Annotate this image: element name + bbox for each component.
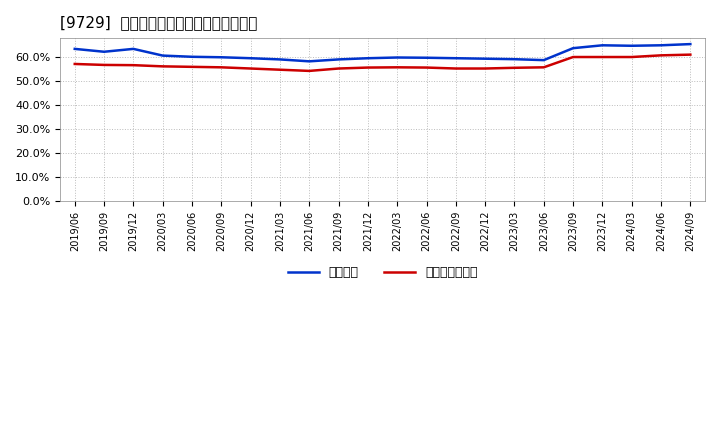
固定長期適合率 bbox=[158, 64, 167, 69]
固定長期適合率 bbox=[305, 68, 314, 73]
固定長期適合率 bbox=[129, 62, 138, 68]
固定比率 bbox=[246, 55, 255, 61]
固定比率 bbox=[539, 58, 548, 63]
固定長期適合率 bbox=[364, 65, 372, 70]
Line: 固定長期適合率: 固定長期適合率 bbox=[75, 55, 690, 71]
固定長期適合率 bbox=[71, 61, 79, 66]
固定比率 bbox=[422, 55, 431, 60]
固定長期適合率 bbox=[481, 66, 490, 71]
固定比率 bbox=[305, 59, 314, 64]
固定長期適合率 bbox=[246, 66, 255, 71]
固定長期適合率 bbox=[627, 55, 636, 60]
固定比率 bbox=[510, 56, 519, 62]
固定比率 bbox=[481, 56, 490, 61]
固定比率 bbox=[217, 55, 225, 60]
固定長期適合率 bbox=[188, 64, 197, 70]
固定長期適合率 bbox=[334, 66, 343, 71]
固定長期適合率 bbox=[569, 55, 577, 60]
Text: [9729]  固定比率、固定長期適合率の推移: [9729] 固定比率、固定長期適合率の推移 bbox=[60, 15, 258, 30]
固定長期適合率 bbox=[539, 65, 548, 70]
固定比率 bbox=[598, 43, 607, 48]
固定比率 bbox=[686, 41, 695, 47]
固定比率 bbox=[129, 46, 138, 51]
固定長期適合率 bbox=[598, 55, 607, 60]
固定比率 bbox=[364, 55, 372, 61]
固定長期適合率 bbox=[510, 65, 519, 70]
固定比率 bbox=[334, 57, 343, 62]
固定長期適合率 bbox=[276, 67, 284, 72]
固定比率 bbox=[657, 43, 665, 48]
固定比率 bbox=[451, 55, 460, 61]
固定長期適合率 bbox=[393, 65, 402, 70]
固定比率 bbox=[158, 53, 167, 58]
固定比率 bbox=[100, 49, 109, 55]
固定長期適合率 bbox=[100, 62, 109, 68]
固定比率 bbox=[276, 57, 284, 62]
固定比率 bbox=[393, 55, 402, 60]
固定長期適合率 bbox=[451, 66, 460, 71]
Line: 固定比率: 固定比率 bbox=[75, 44, 690, 61]
固定比率 bbox=[188, 54, 197, 59]
固定長期適合率 bbox=[422, 65, 431, 70]
Legend: 固定比率, 固定長期適合率: 固定比率, 固定長期適合率 bbox=[282, 261, 482, 284]
固定長期適合率 bbox=[217, 65, 225, 70]
固定比率 bbox=[569, 45, 577, 51]
固定長期適合率 bbox=[686, 52, 695, 57]
固定比率 bbox=[71, 46, 79, 51]
固定比率 bbox=[627, 43, 636, 48]
固定長期適合率 bbox=[657, 53, 665, 58]
